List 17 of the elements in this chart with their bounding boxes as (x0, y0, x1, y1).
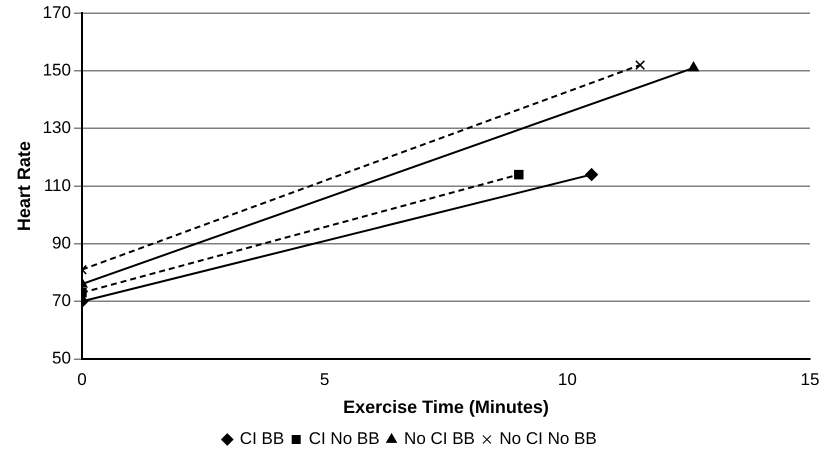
y-axis-title: Heart Rate (14, 141, 34, 232)
x-tick-label: 5 (320, 370, 330, 389)
legend-label: No CI BB (404, 429, 475, 448)
y-tick-label: 110 (44, 176, 71, 195)
legend-label: CI No BB (308, 429, 380, 448)
x-tick-label: 10 (558, 370, 577, 389)
y-tick-label: 150 (42, 60, 71, 80)
legend-label: No CI No BB (499, 429, 597, 448)
y-tick-label: 170 (42, 2, 71, 22)
x-tick-label: 15 (800, 370, 820, 389)
y-tick-label: 50 (52, 348, 71, 368)
legend-label: CI BB (240, 429, 284, 448)
y-tick-label: 70 (52, 291, 71, 310)
y-tick-label: 130 (42, 118, 71, 138)
x-axis-title: Exercise Time (Minutes) (343, 397, 549, 418)
y-tick-label: 90 (52, 233, 71, 252)
x-tick-label: 0 (77, 370, 87, 389)
